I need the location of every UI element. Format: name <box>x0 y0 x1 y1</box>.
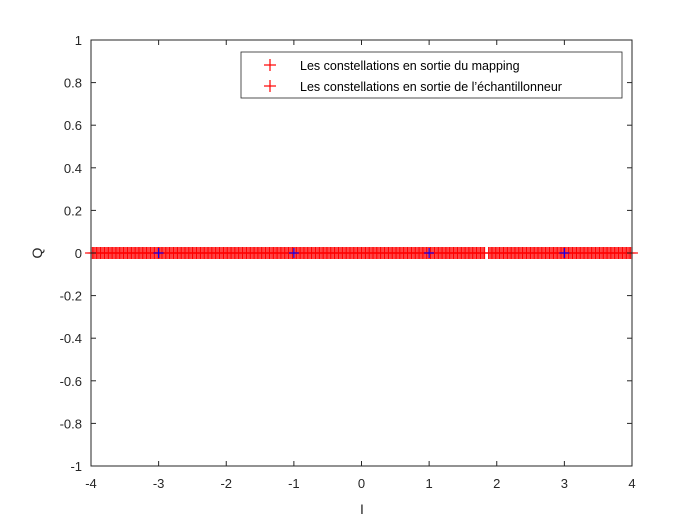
y-tick-label: 0.6 <box>64 118 82 133</box>
y-axis-label: Q <box>29 247 45 258</box>
ticks-layer: -4 -3 -2 -1 0 1 2 3 4 -1 -0.8 -0.6 -0.4 -0.2 0 0.2 0.4 0.… <box>60 33 636 491</box>
data-layer <box>85 247 638 259</box>
legend-marker-mapping <box>264 59 276 71</box>
y-tick-label: 0.2 <box>64 203 82 218</box>
series-sampler-points <box>85 247 638 259</box>
y-tick-label: 0.4 <box>64 161 82 176</box>
y-tick-label: -1 <box>70 459 82 474</box>
legend-box <box>240 51 623 99</box>
y-tick-label: -0.6 <box>60 374 82 389</box>
reference-point <box>559 248 570 258</box>
series-reference-points <box>153 248 570 258</box>
x-tick-label: 0 <box>358 476 365 491</box>
y-tick-label: -0.4 <box>60 331 82 346</box>
legend-label-mapping: Les constellations en sortie du mapping <box>300 59 520 73</box>
x-tick-label: -3 <box>153 476 165 491</box>
x-tick-label: -2 <box>220 476 232 491</box>
reference-point <box>153 248 164 258</box>
x-axis-label: I <box>360 501 364 517</box>
reference-point <box>288 248 299 258</box>
legend-marker-sampler <box>264 80 276 92</box>
y-tick-label: 1 <box>75 33 82 48</box>
x-tick-label: 2 <box>493 476 500 491</box>
x-tick-label: -1 <box>288 476 300 491</box>
y-tick-label: 0.8 <box>64 76 82 91</box>
x-tick-label: 1 <box>426 476 433 491</box>
legend: Les constellations en sortie du mapping … <box>240 51 623 99</box>
reference-point <box>424 248 435 258</box>
y-tick-label: 0 <box>75 246 82 261</box>
y-tick-label: -0.2 <box>60 289 82 304</box>
x-tick-label: 4 <box>628 476 635 491</box>
legend-label-sampler: Les constellations en sortie de l’échant… <box>300 80 562 94</box>
x-tick-label: 3 <box>561 476 568 491</box>
x-tick-label: -4 <box>85 476 97 491</box>
y-tick-label: -0.8 <box>60 416 82 431</box>
